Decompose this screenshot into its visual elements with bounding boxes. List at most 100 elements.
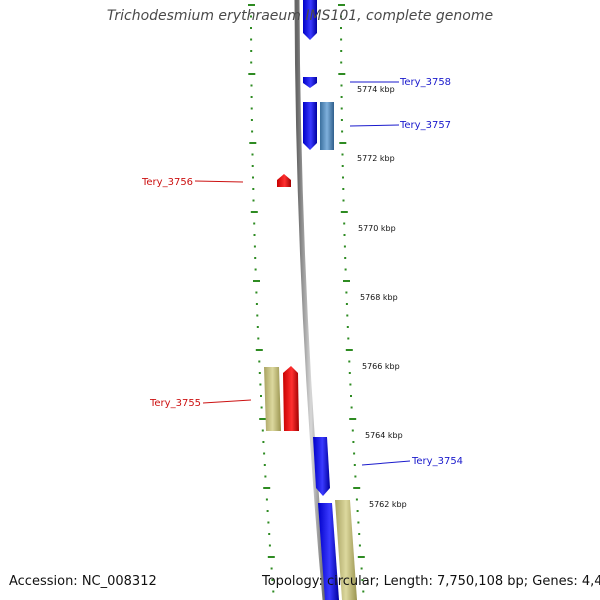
- tick-mark: [348, 372, 351, 374]
- tick-mark: [249, 142, 257, 144]
- tick-mark: [347, 337, 350, 340]
- label-leader-line: [349, 124, 400, 127]
- tick-mark: [340, 50, 343, 52]
- tick-mark: [253, 280, 260, 282]
- tick-mark: [267, 521, 270, 524]
- tick-mark: [353, 487, 361, 489]
- tick-mark: [263, 464, 266, 466]
- feature-block-tan: [264, 367, 281, 431]
- position-label: 5764 kbp: [365, 431, 403, 440]
- tick-mark: [357, 556, 365, 558]
- gene-label-tery-3756: Tery_3756: [141, 177, 193, 188]
- outer-tick-track: [338, 4, 365, 593]
- position-label: 5762 kbp: [369, 500, 407, 509]
- tick-mark: [250, 27, 252, 29]
- tick-mark: [343, 222, 346, 225]
- tick-mark: [340, 84, 343, 87]
- tick-mark: [248, 4, 255, 6]
- tick-mark: [338, 4, 345, 6]
- tick-mark: [259, 383, 262, 386]
- tick-mark: [248, 73, 256, 75]
- tick-mark: [268, 533, 271, 535]
- tick-mark: [352, 441, 355, 443]
- tick-mark: [343, 280, 350, 282]
- tick-mark: [342, 176, 344, 179]
- tick-mark: [260, 406, 263, 409]
- tick-mark: [353, 464, 356, 466]
- feature-block-blue: [320, 102, 334, 150]
- tick-mark: [250, 119, 253, 121]
- tick-mark: [349, 418, 357, 420]
- tick-mark: [268, 544, 271, 547]
- tick-mark: [264, 475, 267, 478]
- inner-tick-track: [248, 4, 275, 593]
- tick-mark: [340, 61, 343, 64]
- tick-mark: [258, 372, 261, 374]
- tick-mark: [259, 418, 267, 420]
- tick-mark: [253, 222, 256, 225]
- gene-label-tery-3754: Tery_3754: [411, 456, 463, 467]
- tick-mark: [341, 153, 344, 156]
- tick-mark: [251, 130, 254, 133]
- position-label: 5766 kbp: [362, 362, 400, 371]
- tick-mark: [350, 406, 353, 409]
- tick-mark: [272, 590, 275, 593]
- tick-mark: [344, 268, 347, 271]
- tick-mark: [270, 567, 273, 570]
- tick-mark: [340, 38, 343, 41]
- forward-gene-arrow: [313, 437, 330, 496]
- tick-mark: [339, 142, 347, 144]
- tick-mark: [250, 96, 253, 98]
- tick-mark: [250, 38, 253, 41]
- tick-mark: [263, 487, 271, 489]
- position-label: 5768 kbp: [360, 293, 398, 302]
- tick-mark: [254, 268, 257, 271]
- tick-mark: [341, 130, 344, 133]
- tick-mark: [256, 314, 259, 317]
- tick-mark: [252, 188, 255, 190]
- tick-mark: [260, 395, 262, 397]
- tick-mark: [356, 510, 359, 512]
- tick-mark: [350, 395, 352, 397]
- gene-label-tery-3755: Tery_3755: [149, 398, 201, 409]
- tick-mark: [250, 15, 252, 18]
- tick-mark: [340, 96, 343, 98]
- tick-mark: [341, 165, 344, 167]
- tick-mark: [343, 234, 346, 236]
- tick-mark: [340, 119, 343, 121]
- topology-text: Topology: circular; Length: 7,750,108 bp…: [262, 574, 600, 589]
- tick-mark: [250, 61, 253, 64]
- tick-mark: [338, 73, 346, 75]
- reverse-gene-arrow: [283, 366, 299, 431]
- tick-mark: [345, 291, 348, 294]
- tick-mark: [342, 188, 345, 190]
- tick-mark: [265, 498, 268, 501]
- tick-mark: [250, 107, 253, 110]
- tick-mark: [358, 544, 361, 547]
- tick-mark: [256, 326, 259, 328]
- tick-mark: [340, 107, 343, 110]
- tick-mark: [261, 429, 264, 432]
- tick-mark: [346, 326, 349, 328]
- tick-mark: [343, 245, 346, 248]
- tick-mark: [340, 27, 342, 29]
- tick-mark: [349, 383, 352, 386]
- map-title: Trichodesmium erythraeum IMS101, complet…: [106, 8, 494, 24]
- tick-mark: [344, 257, 347, 259]
- forward-gene-arrow: [318, 503, 339, 600]
- tick-mark: [358, 533, 361, 535]
- position-label: 5774 kbp: [357, 85, 395, 94]
- tick-mark: [346, 314, 349, 317]
- label-leader-line: [361, 460, 411, 466]
- tick-mark: [361, 579, 364, 581]
- tick-mark: [251, 165, 254, 167]
- tick-mark: [263, 452, 266, 455]
- gene-label-tery-3757: Tery_3757: [399, 120, 451, 131]
- tick-mark: [250, 50, 253, 52]
- tick-mark: [266, 510, 269, 512]
- tick-mark: [345, 349, 353, 351]
- tick-mark: [351, 429, 354, 432]
- tick-mark: [357, 521, 360, 524]
- tick-mark: [253, 234, 256, 236]
- gene-label-tery-3758: Tery_3758: [399, 77, 451, 88]
